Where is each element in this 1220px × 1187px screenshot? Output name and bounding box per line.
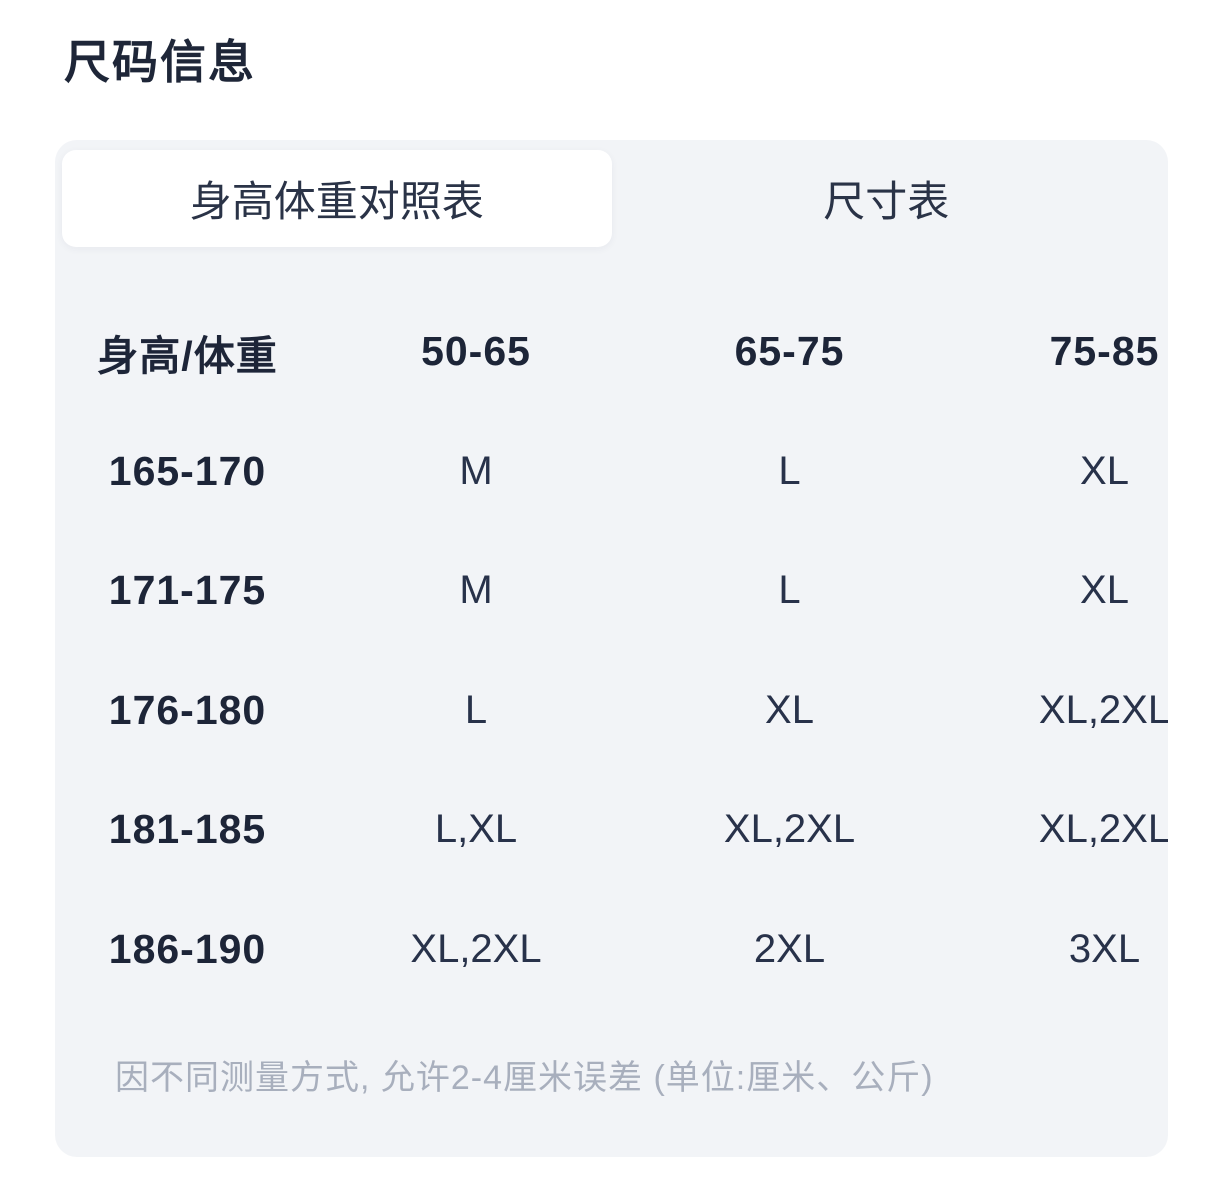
table-cell: XL xyxy=(1080,448,1129,493)
table-cell: L,XL xyxy=(434,807,518,852)
tab-height-weight-chart[interactable]: 身高体重对照表 xyxy=(62,150,612,247)
table-col-header: 65-75 xyxy=(734,328,845,375)
table-cell: 2XL xyxy=(753,926,826,971)
table-cell: 3XL xyxy=(1068,926,1141,971)
table-cell: XL xyxy=(765,687,814,732)
table-cell: M xyxy=(459,448,493,493)
size-info-card: 身高体重对照表 尺寸表 身高/体重 50-65 65-75 75-85 165-… xyxy=(55,140,1168,1157)
tab-bar: 身高体重对照表 尺寸表 xyxy=(55,140,1168,247)
table-col-header: 50-65 xyxy=(421,328,531,375)
table-cell: L xyxy=(778,568,801,613)
tab-size-chart[interactable]: 尺寸表 xyxy=(823,180,950,226)
size-table: 身高/体重 50-65 65-75 75-85 165-170 M L XL 1… xyxy=(55,292,1168,1009)
table-cell: L xyxy=(778,448,801,493)
page-title: 尺码信息 xyxy=(64,36,256,88)
table-row-label: 186-190 xyxy=(108,925,267,972)
table-cell: XL,2XL xyxy=(723,807,856,852)
table-cell: L xyxy=(464,687,488,732)
table-col-header: 75-85 xyxy=(1049,328,1160,375)
size-table-scroll-area[interactable]: 身高/体重 50-65 65-75 75-85 165-170 M L XL 1… xyxy=(55,292,1168,1009)
measurement-note: 因不同测量方式, 允许2-4厘米误差 (单位:厘米、公斤) xyxy=(115,1059,934,1097)
table-row-label: 176-180 xyxy=(108,686,267,733)
table-row-label: 165-170 xyxy=(108,447,267,494)
table-row-label: 181-185 xyxy=(108,806,267,853)
table-col-header: 身高/体重 xyxy=(97,332,278,379)
table-row-label: 171-175 xyxy=(108,567,267,614)
table-cell: XL,2XL xyxy=(410,926,542,971)
table-cell: M xyxy=(459,568,493,613)
table-cell: XL xyxy=(1080,568,1129,613)
table-cell: XL,2XL xyxy=(1038,687,1168,732)
table-cell: XL,2XL xyxy=(1038,807,1168,852)
